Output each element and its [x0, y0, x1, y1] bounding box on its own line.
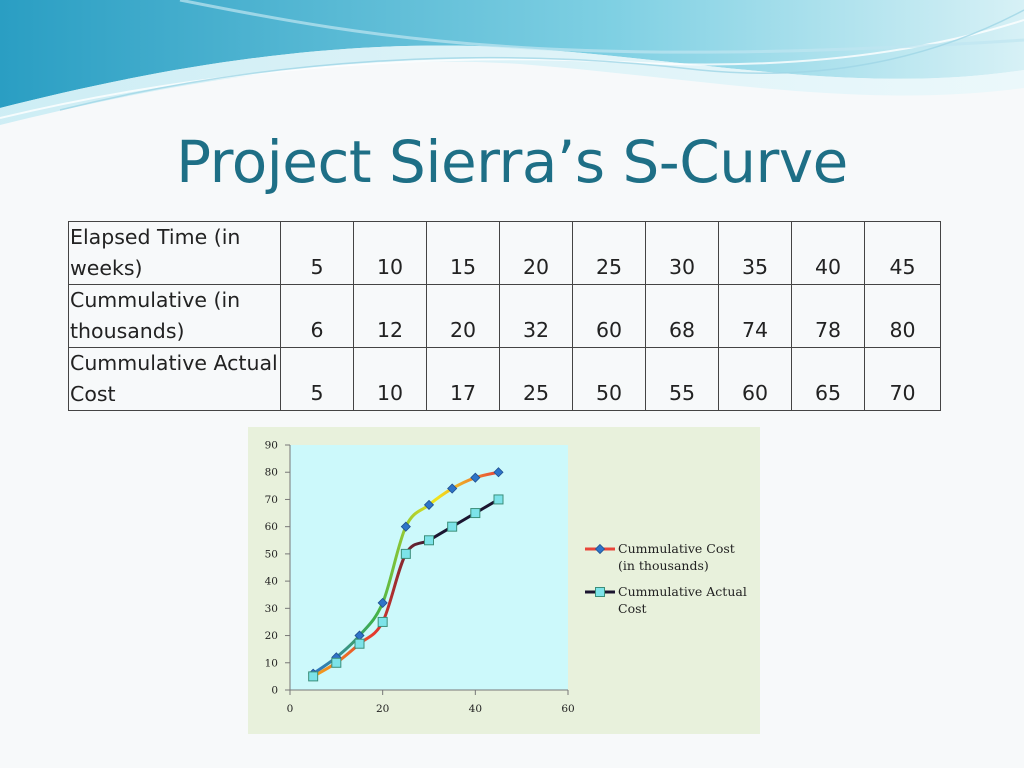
table-cell: 60 — [572, 284, 646, 348]
x-tick-label: 0 — [287, 703, 294, 715]
series-1-point — [470, 472, 481, 483]
y-tick-label: 50 — [265, 548, 278, 560]
table-cell: 40 — [791, 221, 865, 285]
table-cell: 5 — [280, 221, 354, 285]
table-cell: 6 — [280, 284, 354, 348]
table-cell: 10 — [353, 347, 427, 411]
series-2-point — [400, 548, 411, 559]
table-cell: 45 — [864, 221, 941, 285]
series-1-point — [423, 499, 435, 510]
series-1-point — [493, 467, 504, 478]
y-tick-label: 10 — [265, 657, 278, 669]
y-tick-label: 60 — [265, 521, 278, 533]
row-label-line: Cost — [70, 381, 116, 406]
table-cell: 70 — [864, 347, 941, 411]
table-cell: 35 — [718, 221, 792, 285]
series-2-point — [470, 508, 481, 519]
table-cell: 60 — [718, 347, 792, 411]
table-cell: 20 — [499, 221, 573, 285]
table-row: Cummulative Actual Cost 5 10 17 25 50 55 60 65 70 — [68, 347, 941, 411]
slide-title: Project Sierra’s S-Curve — [176, 128, 848, 196]
series-2-point — [308, 671, 319, 682]
table-cell: 25 — [572, 221, 646, 285]
plot-area — [290, 445, 568, 690]
table-row: Elapsed Time (in weeks) 5 10 15 20 25 30 35 40 45 — [68, 221, 941, 285]
table-cell: 25 — [499, 347, 573, 411]
table-cell: 20 — [426, 284, 500, 348]
table-cell: 80 — [864, 284, 941, 348]
row-label: Cummulative (in thousands) — [68, 284, 281, 348]
table-cell: 78 — [791, 284, 865, 348]
row-label-line: Cummulative Actual — [70, 351, 278, 375]
y-tick-label: 20 — [265, 630, 278, 642]
legend-label: Cost — [618, 601, 647, 616]
series-1-point — [377, 597, 388, 608]
x-tick-label: 40 — [469, 703, 482, 715]
x-tick-label: 60 — [561, 703, 574, 715]
table-cell: 17 — [426, 347, 500, 411]
table-cell: 74 — [718, 284, 792, 348]
table-cell: 65 — [791, 347, 865, 411]
row-label: Elapsed Time (in weeks) — [68, 221, 281, 285]
table-cell: 55 — [645, 347, 719, 411]
table-cell: 68 — [645, 284, 719, 348]
legend-label: (in thousands) — [618, 558, 709, 573]
row-label-line: thousands) — [70, 318, 185, 343]
series-1-point — [447, 483, 458, 494]
y-tick-label: 70 — [265, 494, 278, 506]
legend-marker-1 — [594, 543, 606, 555]
legend-label: Cummulative Cost — [618, 541, 735, 556]
chart-area: 0 10 20 30 40 50 60 70 80 90 0 20 40 60 Cummulative Co… — [248, 427, 760, 734]
series-2-point — [354, 638, 365, 649]
y-tick-label: 90 — [265, 440, 278, 452]
table-cell: 5 — [280, 347, 354, 411]
row-label-line: Elapsed Time (in — [70, 225, 241, 249]
s-curve-line-chart: 0 10 20 30 40 50 60 70 80 90 0 20 40 60 Cummulative Co… — [265, 440, 747, 716]
table-cell: 15 — [426, 221, 500, 285]
row-label-line: weeks) — [70, 255, 143, 280]
y-tick-label: 0 — [271, 685, 278, 697]
table-cell: 32 — [499, 284, 573, 348]
y-tick-label: 40 — [265, 576, 278, 588]
series-2-point — [377, 616, 388, 627]
series-2-point — [447, 521, 458, 532]
y-tick-label: 30 — [265, 603, 278, 615]
table-cell: 10 — [353, 221, 427, 285]
legend-marker-2 — [595, 587, 605, 597]
series-1-point — [400, 521, 411, 532]
table-cell: 30 — [645, 221, 719, 285]
row-label-line: Cummulative (in — [70, 288, 241, 312]
series-2-point — [424, 535, 434, 546]
data-table: Elapsed Time (in weeks) 5 10 15 20 25 30 35 40 45 C… — [68, 221, 941, 411]
y-tick-label: 80 — [265, 467, 278, 479]
table-cell: 12 — [353, 284, 427, 348]
row-label: Cummulative Actual Cost — [68, 347, 281, 411]
series-2-point — [331, 657, 342, 668]
table-cell: 50 — [572, 347, 646, 411]
legend-label: Cummulative Actual — [618, 584, 747, 599]
table-row: Cummulative (in thousands) 6 12 20 32 60 68 74 78… — [68, 284, 941, 348]
series-2-point — [493, 494, 504, 505]
x-tick-label: 20 — [376, 703, 389, 715]
